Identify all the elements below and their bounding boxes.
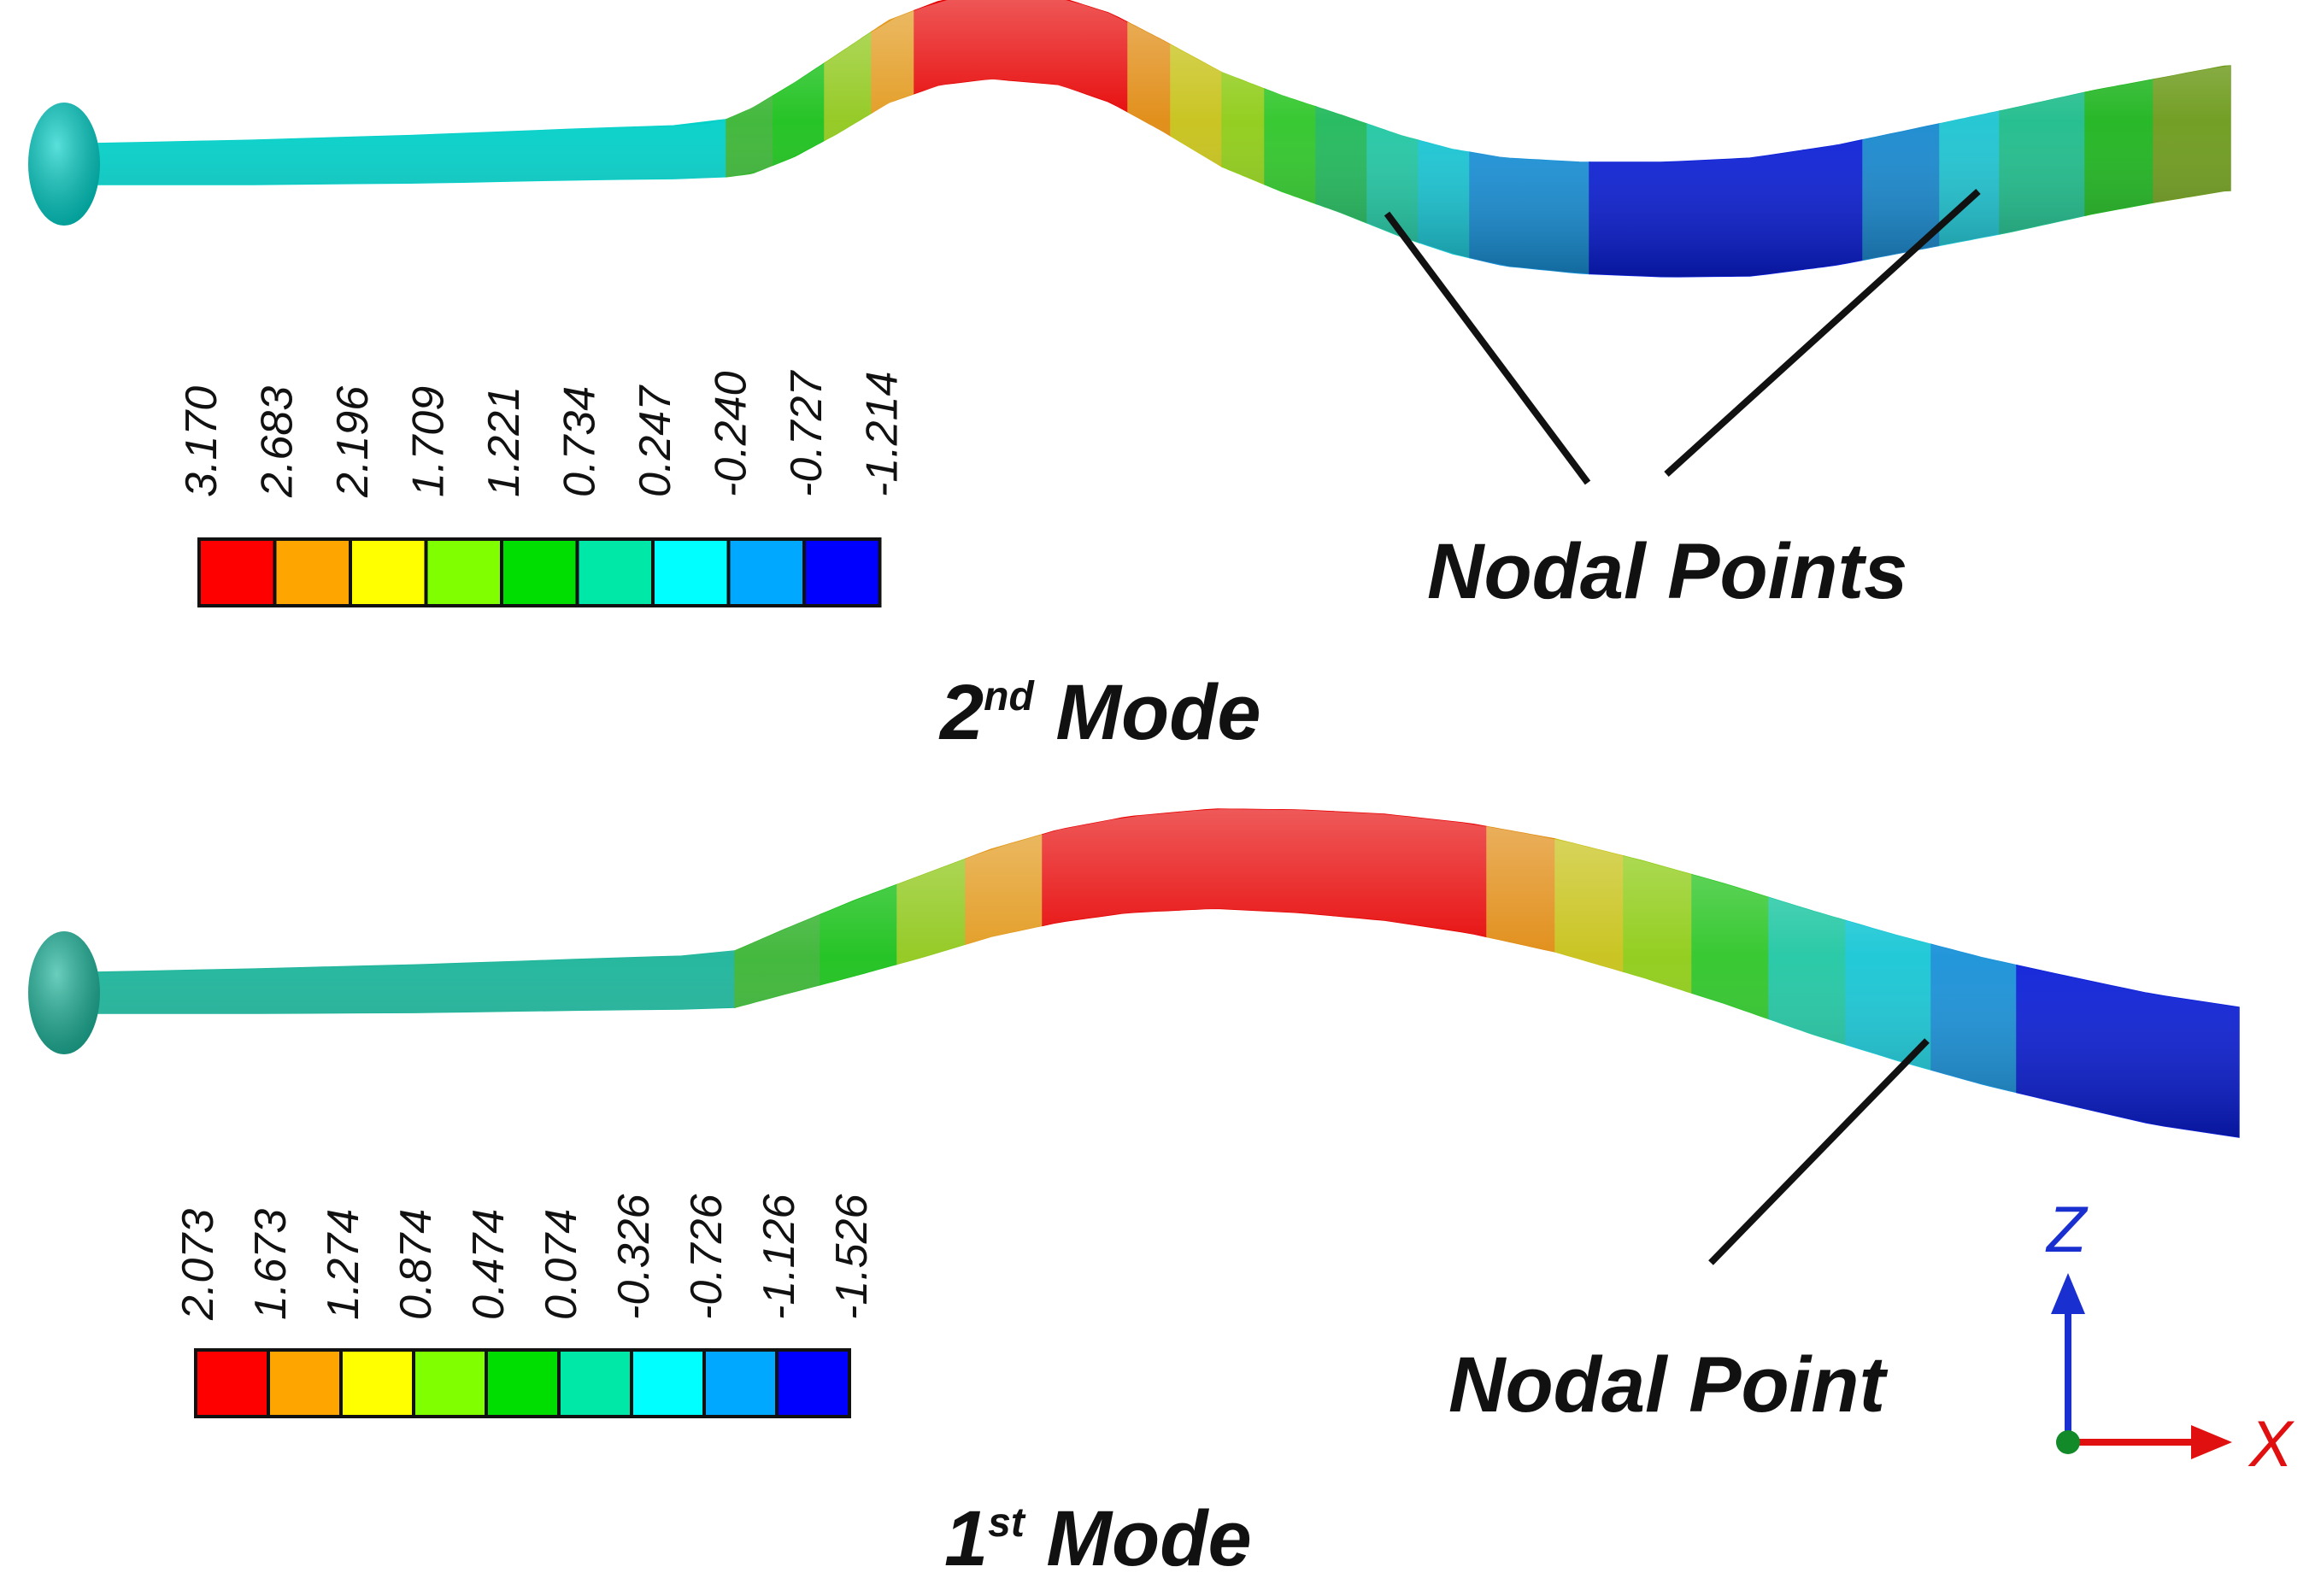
mode1-title: 1st Mode <box>944 1495 1252 1582</box>
mode2-legend-tick-6: 0.734 <box>555 386 605 497</box>
mode2-legend-swatch-7 <box>651 537 731 607</box>
mode1-legend-swatch-2 <box>267 1348 343 1418</box>
mode1-legend-tick-3: 1.274 <box>319 1209 368 1320</box>
mode1-legend-swatch-9 <box>775 1348 851 1418</box>
z-axis-label: Z <box>2045 1194 2089 1266</box>
mode2-knob <box>28 103 100 226</box>
mode2-legend-swatch-9 <box>802 537 882 607</box>
mode2-legend-tick-3: 2.196 <box>328 386 378 498</box>
mode1-bat-shading <box>94 809 2239 1137</box>
mode2-nodal-leader-line-1 <box>1384 211 1591 485</box>
mode2-legend-tick-4: 1.709 <box>404 386 454 497</box>
mode1-legend-tick-5: 0.474 <box>464 1209 514 1320</box>
mode2-nodal-leader-line-2 <box>1664 189 1981 477</box>
mode1-legend-tick-10: -1.526 <box>827 1194 877 1320</box>
mode2-legend-swatch-4 <box>424 537 503 607</box>
mode1-legend: 2.073 1.673 1.274 0.874 0.474 0.074 -0.326 -0.7… <box>173 1194 877 1418</box>
mode1-legend-swatch-1 <box>194 1348 270 1418</box>
x-axis-arrowhead <box>2191 1425 2232 1459</box>
mode2-legend-tick-7: 0.247 <box>631 384 680 497</box>
z-axis-arrowhead <box>2051 1273 2085 1314</box>
mode1-legend-swatch-4 <box>412 1348 488 1418</box>
mode1-legend-swatch-5 <box>485 1348 561 1418</box>
mode1-knob <box>28 931 100 1054</box>
mode1-legend-tick-9: -1.126 <box>755 1194 804 1320</box>
mode2-legend-tick-2: 2.683 <box>253 386 303 498</box>
mode1-legend-swatch-3 <box>339 1348 415 1418</box>
mode2-bat-bands <box>93 0 2231 278</box>
mode2-legend-swatch-1 <box>197 537 277 607</box>
mode2-title: 2nd Mode <box>938 669 1261 756</box>
coordinate-triad: Z X <box>2045 1194 2295 1481</box>
mode2-legend-tick-5: 1.221 <box>479 386 529 497</box>
mode1-legend-swatch-8 <box>702 1348 779 1418</box>
mode2-legend-swatch-3 <box>349 537 428 607</box>
mode2-legend-tick-1: 3.170 <box>177 386 226 497</box>
mode2-legend-swatch-5 <box>500 537 579 607</box>
mode1-bat-bands <box>93 808 2240 1138</box>
mode1-nodal-leader-line <box>1708 1038 1930 1265</box>
mode1-legend-swatch-6 <box>557 1348 633 1418</box>
mode2-legend-tick-8: -0.240 <box>707 371 756 497</box>
mode2-bat-shading <box>94 0 2230 277</box>
mode2-bat <box>28 0 2231 278</box>
mode2-nodal-label: Nodal Points <box>1427 528 1907 615</box>
mode2-legend-ticks: 3.170 2.683 2.196 1.709 1.221 0.734 0.247 -0.24… <box>177 369 908 498</box>
mode1-legend-tick-8: -0.726 <box>682 1194 732 1320</box>
mode1-legend-tick-4: 0.874 <box>391 1209 441 1320</box>
mode1-legend-tick-2: 1.673 <box>246 1209 296 1320</box>
mode1-legend-swatch-7 <box>630 1348 706 1418</box>
mode2-legend-swatch-2 <box>273 537 352 607</box>
mode1-legend-swatches <box>194 1348 851 1418</box>
mode2-legend-tick-10: -1.214 <box>858 372 908 497</box>
mode2-legend-swatch-6 <box>575 537 655 607</box>
mode2-legend-swatches <box>197 537 882 607</box>
mode1-legend-tick-6: 0.074 <box>537 1209 586 1320</box>
mode1-bat <box>28 808 2240 1138</box>
triad-origin <box>2056 1430 2080 1454</box>
mode2-legend-tick-9: -0.727 <box>782 369 831 497</box>
mode1-legend-ticks: 2.073 1.673 1.274 0.874 0.474 0.074 -0.326 -0.7… <box>173 1194 877 1321</box>
x-axis-label: X <box>2247 1408 2295 1481</box>
mode2-legend: 3.170 2.683 2.196 1.709 1.221 0.734 0.247 -0.24… <box>177 369 908 607</box>
mode1-nodal-label: Nodal Point <box>1448 1341 1888 1429</box>
mode1-legend-tick-1: 2.073 <box>173 1209 223 1321</box>
mode2-legend-swatch-8 <box>726 537 806 607</box>
mode1-legend-tick-7: -0.326 <box>609 1194 659 1320</box>
